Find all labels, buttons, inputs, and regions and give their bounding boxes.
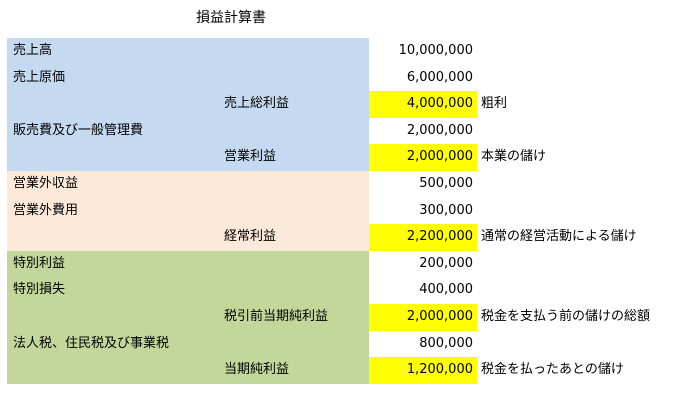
item-value: 300,000 (419, 202, 473, 218)
item-value: 200,000 (419, 255, 473, 271)
row-background-blue (7, 144, 369, 171)
row-background-green (7, 303, 369, 331)
subtotal-label: 税引前当期純利益 (224, 308, 329, 324)
annotation-note: 通常の経営活動による儲け (481, 229, 637, 245)
row-background-green (7, 330, 369, 358)
subtotal-value: 2,200,000 (369, 224, 477, 251)
subtotal-label: 当期純利益 (224, 362, 290, 378)
item-value: 400,000 (419, 282, 473, 298)
row-background-blue (7, 38, 369, 65)
subtotal-label: 売上総利益 (224, 96, 290, 112)
row-background-green (7, 250, 369, 278)
annotation-note: 税金を支払う前の儲けの総額 (481, 308, 651, 324)
annotation-note: 税金を払ったあとの儲け (481, 362, 624, 378)
statement-title: 損益計算書 (196, 10, 266, 26)
row-background-peach (7, 197, 369, 225)
row-background-peach (7, 170, 369, 198)
item-label: 営業外費用 (13, 202, 79, 218)
item-value: 800,000 (419, 335, 473, 351)
item-label: 法人税、住民税及び事業税 (13, 335, 170, 351)
subtotal-value: 2,000,000 (369, 303, 477, 331)
item-value: 2,000,000 (406, 122, 473, 138)
item-label: 営業外収益 (13, 175, 79, 191)
item-label: 特別損失 (13, 282, 66, 298)
row-background-blue (7, 91, 369, 118)
subtotal-value: 4,000,000 (369, 91, 477, 118)
item-value: 6,000,000 (406, 69, 473, 85)
row-background-green (7, 357, 369, 384)
item-label: 特別利益 (13, 255, 66, 271)
item-value: 10,000,000 (398, 43, 473, 58)
subtotal-label: 経常利益 (224, 229, 277, 245)
row-background-peach (7, 224, 369, 251)
row-background-blue (7, 117, 369, 145)
annotation-note: 粗利 (481, 96, 508, 112)
item-label: 売上原価 (13, 69, 66, 85)
row-background-blue (7, 64, 369, 92)
row-background-green (7, 277, 369, 304)
subtotal-value: 2,000,000 (369, 144, 477, 171)
item-label: 販売費及び一般管理費 (13, 122, 144, 138)
item-label: 売上高 (13, 43, 53, 58)
item-value: 500,000 (419, 175, 473, 191)
annotation-note: 本業の儲け (481, 149, 547, 165)
subtotal-value: 1,200,000 (369, 357, 477, 384)
subtotal-label: 営業利益 (224, 149, 277, 165)
